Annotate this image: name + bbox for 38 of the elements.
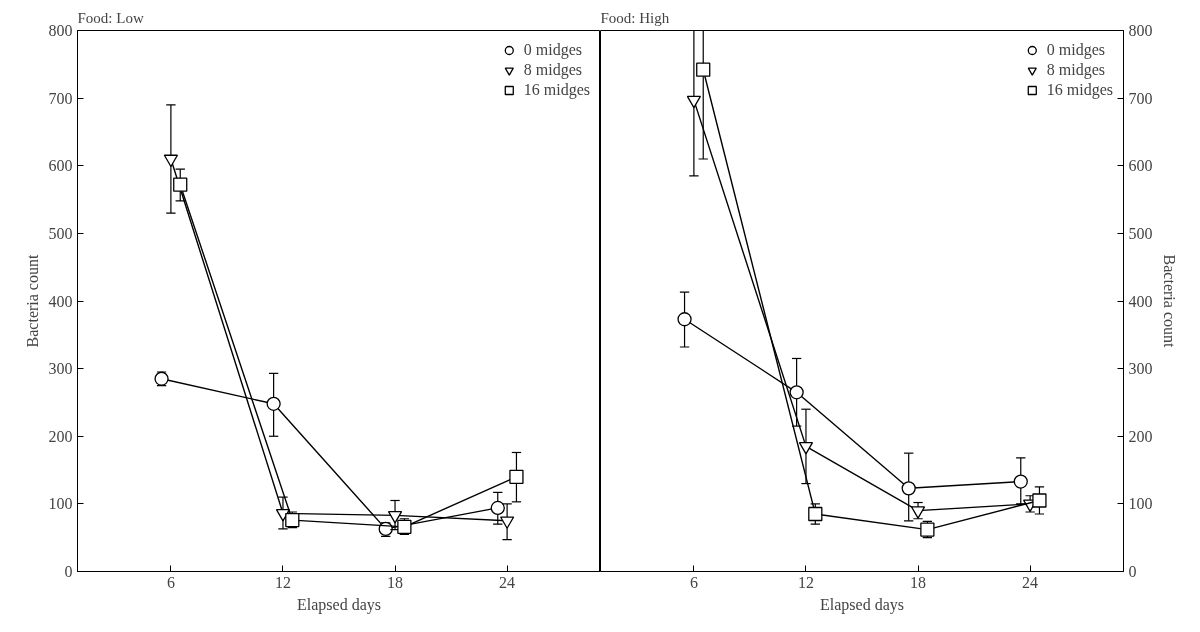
x-tick-label: 6 xyxy=(689,573,698,591)
y2-axis-title: Bacteria count xyxy=(1160,254,1178,348)
y2-tick-label: 400 xyxy=(1128,292,1153,310)
x-tick-label: 24 xyxy=(1022,573,1039,591)
y-tick-label: 700 xyxy=(48,89,73,107)
x-tick-label: 24 xyxy=(499,573,516,591)
y2-tick-label: 700 xyxy=(1128,89,1153,107)
y2-tick-label: 200 xyxy=(1128,427,1153,445)
x-tick-label: 12 xyxy=(274,573,291,591)
y-axis-title: Bacteria count xyxy=(23,254,41,348)
y-tick-label: 500 xyxy=(48,224,73,242)
legend-label: 16 midges xyxy=(1046,81,1113,99)
y-tick-label: 400 xyxy=(48,292,73,310)
y-tick-label: 800 xyxy=(48,22,73,39)
x-axis-title: Elapsed days xyxy=(820,595,904,614)
x-tick-label: 12 xyxy=(797,573,814,591)
y-tick-label: 200 xyxy=(48,427,73,445)
y-tick-label: 100 xyxy=(48,495,73,513)
y-tick-label: 0 xyxy=(64,563,73,580)
y2-tick-label: 500 xyxy=(1128,224,1153,242)
x-axis-title: Elapsed days xyxy=(297,595,381,614)
y2-tick-label: 100 xyxy=(1128,495,1153,513)
legend-label: 0 midges xyxy=(1046,41,1105,59)
y2-tick-label: 800 xyxy=(1128,22,1153,39)
x-tick-label: 18 xyxy=(910,573,927,591)
legend-label: 8 midges xyxy=(523,61,582,79)
x-tick-label: 18 xyxy=(387,573,404,591)
y2-tick-label: 0 xyxy=(1128,563,1137,580)
x-tick-label: 6 xyxy=(166,573,175,591)
legend-label: 8 midges xyxy=(1046,61,1105,79)
y2-tick-label: 600 xyxy=(1128,157,1153,175)
y-tick-label: 300 xyxy=(48,360,73,378)
y-tick-label: 600 xyxy=(48,157,73,175)
legend-label: 0 midges xyxy=(523,41,582,59)
legend-label: 16 midges xyxy=(523,81,590,99)
chart-title: Food: High xyxy=(600,9,670,26)
chart-title: Food: Low xyxy=(77,9,144,26)
y2-tick-label: 300 xyxy=(1128,360,1153,378)
